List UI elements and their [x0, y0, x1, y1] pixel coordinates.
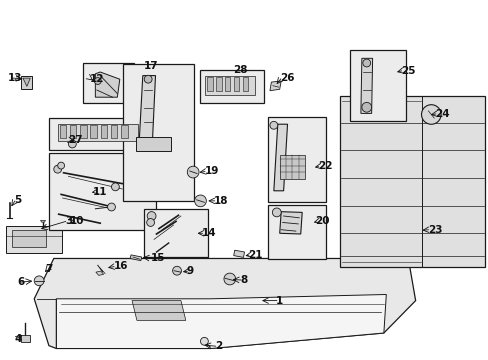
Bar	[267, 205, 325, 259]
Text: 15: 15	[150, 253, 165, 264]
Text: 13: 13	[8, 73, 22, 83]
Bar	[49, 153, 156, 230]
Circle shape	[194, 195, 206, 207]
Polygon shape	[279, 212, 302, 234]
Bar	[60, 125, 66, 138]
Circle shape	[147, 212, 156, 220]
Circle shape	[361, 102, 371, 112]
Polygon shape	[41, 220, 45, 222]
Bar	[90, 125, 97, 138]
Bar	[224, 77, 230, 91]
Polygon shape	[130, 255, 142, 261]
Text: 26: 26	[279, 73, 294, 83]
Circle shape	[187, 166, 199, 178]
Circle shape	[68, 140, 76, 148]
Bar	[111, 125, 117, 138]
Circle shape	[146, 219, 154, 226]
Bar	[207, 77, 212, 91]
Text: 9: 9	[186, 266, 194, 276]
Text: 17: 17	[144, 60, 159, 71]
Text: 18: 18	[214, 196, 228, 206]
Bar	[279, 155, 305, 179]
Bar	[49, 118, 156, 150]
Text: 14: 14	[202, 228, 216, 238]
Circle shape	[58, 162, 64, 169]
Polygon shape	[139, 76, 155, 139]
Circle shape	[200, 337, 208, 345]
Text: 27: 27	[68, 135, 83, 145]
Text: 5: 5	[14, 195, 21, 205]
Bar	[70, 125, 76, 138]
Circle shape	[54, 165, 61, 173]
Bar	[242, 77, 247, 91]
Text: 4: 4	[15, 334, 22, 344]
Text: 12: 12	[89, 74, 104, 84]
Text: 7: 7	[45, 264, 53, 274]
Bar	[83, 63, 134, 103]
Polygon shape	[136, 137, 171, 151]
Text: 20: 20	[315, 216, 329, 226]
Text: 21: 21	[248, 250, 263, 260]
Text: 11: 11	[93, 187, 107, 197]
Polygon shape	[339, 96, 484, 267]
Text: 2: 2	[215, 341, 222, 351]
Text: 19: 19	[204, 166, 218, 176]
Text: 22: 22	[317, 161, 332, 171]
Bar	[267, 117, 325, 202]
Circle shape	[94, 77, 101, 85]
Text: 24: 24	[434, 109, 449, 119]
Bar	[80, 125, 86, 138]
Circle shape	[144, 75, 152, 83]
Circle shape	[34, 276, 44, 286]
Circle shape	[107, 203, 115, 211]
Polygon shape	[56, 294, 386, 348]
Bar	[123, 64, 194, 201]
Circle shape	[362, 59, 370, 67]
Text: 3: 3	[65, 216, 72, 226]
Bar	[6, 226, 62, 253]
Circle shape	[421, 105, 440, 124]
Text: 6: 6	[18, 277, 25, 287]
Circle shape	[224, 273, 235, 285]
Text: 16: 16	[113, 261, 128, 271]
Polygon shape	[132, 301, 185, 320]
Bar	[144, 209, 207, 257]
Bar	[12, 230, 46, 247]
Bar	[233, 77, 239, 91]
Circle shape	[272, 208, 281, 217]
Polygon shape	[360, 58, 372, 113]
Text: 10: 10	[70, 216, 84, 226]
Text: 28: 28	[233, 65, 247, 75]
Bar	[58, 124, 138, 141]
Bar	[349, 50, 405, 121]
Text: 8: 8	[240, 275, 247, 285]
Bar	[216, 77, 221, 91]
Bar	[101, 125, 107, 138]
Bar	[205, 76, 255, 95]
Text: 23: 23	[427, 225, 442, 235]
Circle shape	[172, 266, 181, 275]
Bar	[199, 70, 264, 103]
Text: 1: 1	[276, 296, 283, 306]
Circle shape	[111, 183, 119, 191]
Polygon shape	[233, 250, 244, 257]
Polygon shape	[95, 72, 120, 97]
Polygon shape	[269, 81, 281, 91]
Polygon shape	[20, 76, 32, 89]
Polygon shape	[34, 258, 415, 348]
Polygon shape	[23, 78, 30, 86]
Polygon shape	[20, 335, 30, 342]
Polygon shape	[96, 271, 103, 275]
Circle shape	[269, 121, 277, 129]
Bar	[121, 125, 127, 138]
Text: 25: 25	[400, 66, 415, 76]
Polygon shape	[273, 124, 287, 191]
